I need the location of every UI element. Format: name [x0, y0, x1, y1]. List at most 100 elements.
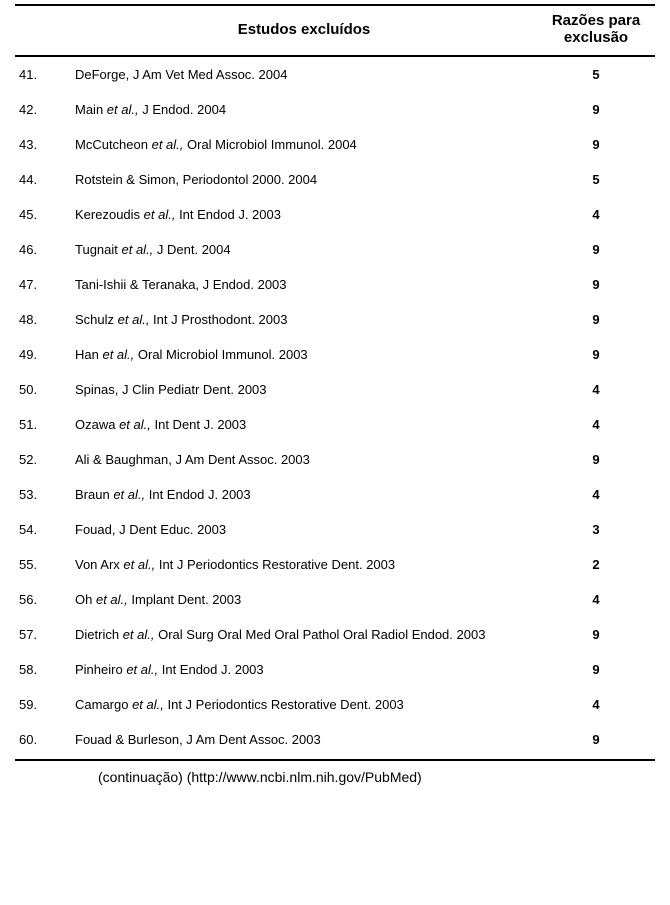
study-italic: et al., [122, 242, 154, 257]
header-reason-line1: Razões para [552, 12, 640, 29]
table-row: 46.Tugnait et al., J Dent. 20049 [15, 232, 655, 267]
study-prefix: Fouad, [75, 522, 119, 537]
study-prefix: Braun [75, 487, 113, 502]
row-study: Han et al., Oral Microbiol Immunol. 2003 [71, 337, 537, 372]
row-reason: 9 [537, 92, 655, 127]
row-study: Fouad & Burleson, J Am Dent Assoc. 2003 [71, 722, 537, 760]
study-suffix: Int J Periodontics Restorative Dent. 200… [155, 557, 395, 572]
header-row: Estudos excluídos Razões para exclusão [15, 5, 655, 56]
table-row: 50.Spinas, J Clin Pediatr Dent. 20034 [15, 372, 655, 407]
table-row: 57. Dietrich et al., Oral Surg Oral Med O… [15, 617, 655, 652]
study-prefix: Von Arx [75, 557, 123, 572]
table-row: 56.Oh et al., Implant Dent. 20034 [15, 582, 655, 617]
study-suffix: Int Endod J. 2003 [175, 207, 281, 222]
row-number: 47. [15, 267, 71, 302]
study-prefix: Schulz [75, 312, 118, 327]
study-prefix: Ozawa [75, 417, 119, 432]
study-prefix: Pinheiro [75, 662, 126, 677]
row-reason: 9 [537, 267, 655, 302]
row-number: 41. [15, 56, 71, 92]
row-number: 48. [15, 302, 71, 337]
study-prefix: Fouad & Burleson, [75, 732, 186, 747]
row-number: 50. [15, 372, 71, 407]
study-prefix: Rotstein & Simon, [75, 172, 183, 187]
study-prefix: Dietrich [75, 627, 123, 642]
row-study: Von Arx et al., Int J Periodontics Resto… [71, 547, 537, 582]
row-number: 56. [15, 582, 71, 617]
study-suffix: Int Endod J. 2003 [158, 662, 264, 677]
study-prefix: Tugnait [75, 242, 122, 257]
study-suffix: J Endod. 2003 [203, 277, 287, 292]
row-reason: 4 [537, 582, 655, 617]
row-reason: 3 [537, 512, 655, 547]
study-italic: et al., [118, 312, 150, 327]
row-study: Tugnait et al., J Dent. 2004 [71, 232, 537, 267]
table-row: 43.McCutcheon et al., Oral Microbiol Imm… [15, 127, 655, 162]
table-header: Estudos excluídos Razões para exclusão [15, 5, 655, 56]
row-study: Main et al., J Endod. 2004 [71, 92, 537, 127]
table-row: 44.Rotstein & Simon, Periodontol 2000. 2… [15, 162, 655, 197]
row-number: 59. [15, 687, 71, 722]
study-suffix: Int Endod J. 2003 [145, 487, 251, 502]
study-italic: et al., [107, 102, 139, 117]
study-italic: et al., [152, 137, 184, 152]
row-number: 57. [15, 617, 71, 652]
row-reason: 4 [537, 197, 655, 232]
study-italic: et al., [102, 347, 134, 362]
table-row: 42.Main et al., J Endod. 20049 [15, 92, 655, 127]
study-prefix: Spinas, [75, 382, 122, 397]
row-number: 54. [15, 512, 71, 547]
excluded-studies-table: Estudos excluídos Razões para exclusão 4… [15, 4, 655, 761]
study-suffix: J Dent Educ. 2003 [119, 522, 226, 537]
row-reason: 9 [537, 232, 655, 267]
study-suffix: Oral Surg Oral Med Oral Pathol Oral Radi… [154, 627, 485, 642]
row-reason: 5 [537, 162, 655, 197]
page: Estudos excluídos Razões para exclusão 4… [0, 0, 670, 905]
table-row: 45.Kerezoudis et al., Int Endod J. 20034 [15, 197, 655, 232]
row-reason: 5 [537, 56, 655, 92]
row-study: Schulz et al., Int J Prosthodont. 2003 [71, 302, 537, 337]
table-row: 51.Ozawa et al., Int Dent J. 20034 [15, 407, 655, 442]
row-study: Rotstein & Simon, Periodontol 2000. 2004 [71, 162, 537, 197]
study-suffix: Int J Periodontics Restorative Dent. 200… [164, 697, 404, 712]
row-reason: 4 [537, 687, 655, 722]
row-study: Spinas, J Clin Pediatr Dent. 2003 [71, 372, 537, 407]
header-reason-line2: exclusão [564, 29, 628, 46]
row-study: McCutcheon et al., Oral Microbiol Immuno… [71, 127, 537, 162]
study-suffix: J Clin Pediatr Dent. 2003 [122, 382, 267, 397]
study-suffix: Implant Dent. 2003 [128, 592, 241, 607]
header-reason: Razões para exclusão [537, 5, 655, 56]
footer-note: (continuação) (http://www.ncbi.nlm.nih.g… [98, 769, 670, 785]
row-reason: 9 [537, 722, 655, 760]
row-number: 42. [15, 92, 71, 127]
study-italic: et al., [132, 697, 164, 712]
row-number: 52. [15, 442, 71, 477]
row-study: Tani-Ishii & Teranaka, J Endod. 2003 [71, 267, 537, 302]
row-study: Ozawa et al., Int Dent J. 2003 [71, 407, 537, 442]
row-number: 46. [15, 232, 71, 267]
study-italic: et al., [123, 557, 155, 572]
study-prefix: Main [75, 102, 107, 117]
study-suffix: Int J Prosthodont. 2003 [149, 312, 287, 327]
header-num [15, 5, 71, 56]
row-reason: 9 [537, 652, 655, 687]
study-italic: et al., [113, 487, 145, 502]
row-reason: 4 [537, 477, 655, 512]
row-study: Kerezoudis et al., Int Endod J. 2003 [71, 197, 537, 232]
study-italic: et al., [123, 627, 155, 642]
study-suffix: Int Dent J. 2003 [151, 417, 246, 432]
row-study: Braun et al., Int Endod J. 2003 [71, 477, 537, 512]
study-italic: et al., [119, 417, 151, 432]
study-suffix: J Endod. 2004 [139, 102, 226, 117]
row-number: 51. [15, 407, 71, 442]
study-suffix: J Am Dent Assoc. 2003 [186, 732, 320, 747]
study-italic: et al., [96, 592, 128, 607]
table-row: 59.Camargo et al., Int J Periodontics Re… [15, 687, 655, 722]
study-prefix: Tani-Ishii & Teranaka, [75, 277, 203, 292]
study-suffix: Oral Microbiol Immunol. 2003 [134, 347, 307, 362]
row-number: 55. [15, 547, 71, 582]
row-reason: 2 [537, 547, 655, 582]
row-reason: 4 [537, 372, 655, 407]
row-reason: 9 [537, 337, 655, 372]
study-suffix: J Am Vet Med Assoc. 2004 [133, 67, 288, 82]
